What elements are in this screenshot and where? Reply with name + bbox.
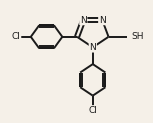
Text: N: N (99, 15, 106, 24)
Text: N: N (80, 15, 87, 24)
Text: N: N (89, 43, 96, 52)
Text: Cl: Cl (12, 32, 21, 41)
Text: SH: SH (132, 32, 144, 41)
Text: Cl: Cl (88, 106, 97, 115)
